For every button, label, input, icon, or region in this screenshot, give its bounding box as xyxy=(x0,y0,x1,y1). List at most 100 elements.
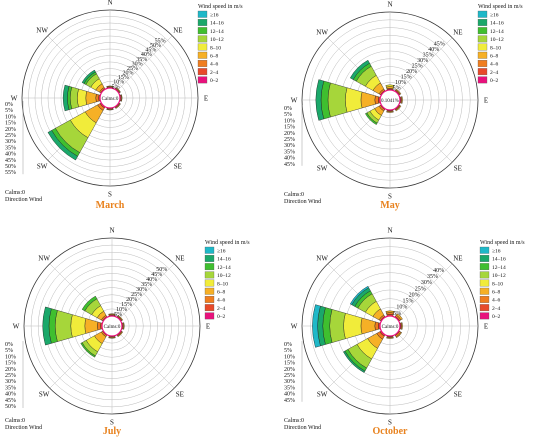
ring-label: 30% xyxy=(132,61,143,67)
sector-e-bin-3 xyxy=(120,94,123,102)
legend-swatch xyxy=(477,19,488,26)
ring-label: 20% xyxy=(122,71,133,77)
legend-title: Wind speed in m/s xyxy=(478,4,523,10)
ring-label: 10% xyxy=(116,307,127,313)
legend-swatch xyxy=(204,287,215,295)
ring-label: 25% xyxy=(415,286,426,292)
scale-label: 0% xyxy=(5,342,13,348)
grid-spoke xyxy=(389,37,453,101)
ring-label: 40% xyxy=(428,47,439,53)
legend-label: ≥16 xyxy=(492,249,501,255)
ring-label: 35% xyxy=(141,282,152,288)
legend-label: 2–4 xyxy=(492,306,501,312)
ring-label: 10% xyxy=(396,305,407,311)
scale-label: 0% xyxy=(284,342,292,348)
scale-label: 15% xyxy=(284,361,295,367)
sector-n-bin-4 xyxy=(385,84,395,88)
scale-label: 50% xyxy=(5,164,16,170)
scale-label: 40% xyxy=(284,392,295,398)
legend-swatch xyxy=(477,76,488,84)
direction-label-n: N xyxy=(387,1,392,9)
scale-label: 45% xyxy=(284,162,295,168)
legend-swatch xyxy=(204,279,215,287)
calm-note: Calms:0 xyxy=(5,418,25,424)
legend-label: 14–16 xyxy=(217,257,231,263)
legend-label: 14–16 xyxy=(492,257,506,263)
sector-sw-bin-7 xyxy=(47,130,78,161)
legend-swatch xyxy=(479,271,490,279)
scale-label: 5% xyxy=(5,348,13,354)
legend-label: 2–4 xyxy=(210,70,219,76)
sector-w-bin-8 xyxy=(312,304,321,348)
grid-spoke xyxy=(111,325,175,389)
legend-swatch xyxy=(197,35,208,43)
legend-swatch xyxy=(477,10,488,18)
direction-note: Direction Wind xyxy=(284,199,321,205)
direction-label-e: E xyxy=(484,323,488,331)
ring-label: 30% xyxy=(421,280,432,286)
scale-label: 20% xyxy=(5,367,16,373)
scale-label: 5% xyxy=(5,108,13,114)
sector-w-bin-5 xyxy=(329,309,346,343)
legend-swatch xyxy=(477,51,488,59)
sector-s-bin-3 xyxy=(386,111,394,113)
calm-center-label: 0.1041% xyxy=(381,99,399,104)
ring-label: 35% xyxy=(423,52,434,58)
ring-label: 25% xyxy=(127,66,138,72)
legend-label: 8–10 xyxy=(210,45,221,51)
ring-label: 30% xyxy=(136,287,147,293)
sector-e-bin-3 xyxy=(401,96,403,104)
legend-swatch xyxy=(197,60,208,67)
wind-rose-october: Calms:05%10%15%20%25%30%35%40%NNEESESSWW… xyxy=(284,227,525,437)
sector-w-bin-7 xyxy=(42,306,52,346)
legend-swatch xyxy=(479,279,490,287)
ring-label: 45% xyxy=(151,272,162,278)
legend-swatch xyxy=(479,304,490,312)
ring-label: 45% xyxy=(145,48,156,54)
scale-label: 15% xyxy=(5,361,16,367)
sector-w-bin-2 xyxy=(95,93,100,103)
direction-note: Direction Wind xyxy=(284,425,321,431)
ring-label: 20% xyxy=(406,69,417,75)
legend-swatch xyxy=(477,27,488,35)
direction-label-nw: NW xyxy=(316,255,328,263)
sector-w-bin-4 xyxy=(77,88,88,108)
scale-label: 15% xyxy=(284,125,295,131)
sector-nw-bin-7 xyxy=(81,69,96,84)
scale-label: 35% xyxy=(5,385,16,391)
legend-swatch xyxy=(477,60,488,67)
ring-label: 10% xyxy=(113,80,124,86)
legend-label: 10–12 xyxy=(217,273,231,279)
ring-label: 15% xyxy=(402,299,413,305)
scale-label: 40% xyxy=(284,156,295,162)
legend-label: 0–2 xyxy=(490,78,499,84)
calm-note: Calms:0 xyxy=(284,418,304,424)
direction-label-e: E xyxy=(484,97,488,105)
legend-swatch xyxy=(204,312,215,320)
sector-w-bin-5 xyxy=(55,310,73,342)
scale-label: 25% xyxy=(284,373,295,379)
month-title: May xyxy=(380,200,399,211)
sector-e-bin-3 xyxy=(122,322,125,330)
sector-n-bin-3 xyxy=(106,85,114,88)
sector-sw-bin-7 xyxy=(343,350,366,373)
ring-label: 25% xyxy=(412,63,423,69)
grid-spoke xyxy=(389,263,453,327)
legend-label: ≥16 xyxy=(490,13,499,19)
calm-circle xyxy=(379,89,401,111)
direction-label-n: N xyxy=(107,0,112,7)
scale-label: 15% xyxy=(5,121,16,127)
legend-swatch xyxy=(479,246,490,254)
scale-label: 10% xyxy=(5,114,16,120)
legend: Wind speed in m/s ≥16 14–16 12–14 10–12 8–10 6… xyxy=(479,240,525,320)
calm-note: Calms:0 xyxy=(284,192,304,198)
ring-label: 15% xyxy=(401,74,412,80)
sector-sw-bin-6 xyxy=(80,342,96,358)
scale-label: 20% xyxy=(284,131,295,137)
direction-label-ne: NE xyxy=(175,255,184,263)
direction-label-w: W xyxy=(13,323,20,331)
calm-circle xyxy=(99,87,121,109)
scale-label: 10% xyxy=(284,118,295,124)
ring-label: 5% xyxy=(393,311,401,317)
legend-label: 0–2 xyxy=(210,78,219,84)
